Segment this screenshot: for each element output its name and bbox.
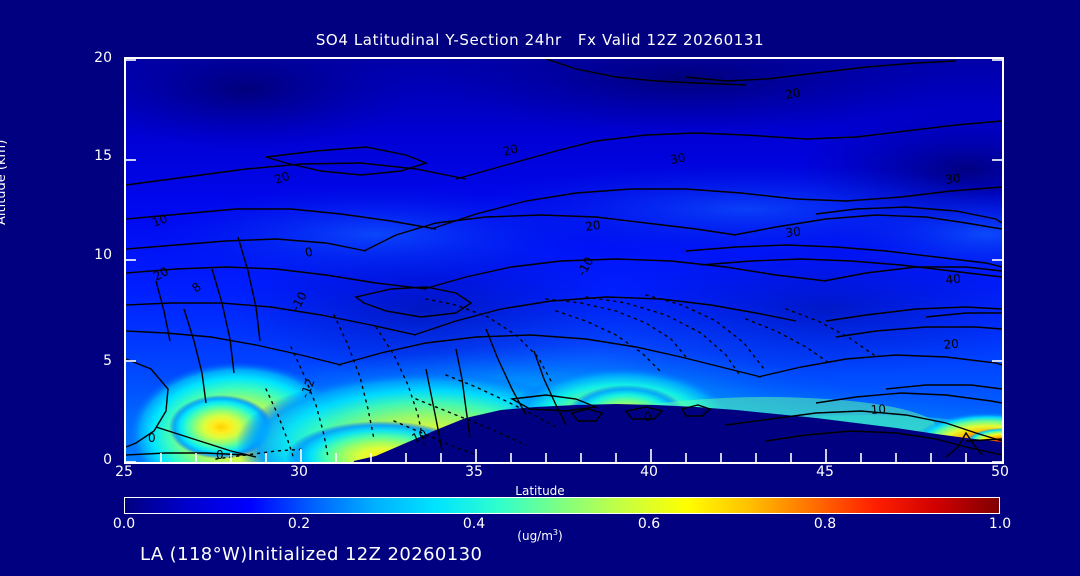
colorbar-tick-label: 0.4 (462, 516, 486, 532)
y-tick-marks (126, 59, 1002, 462)
contour-label: 10 (150, 211, 169, 229)
y-tick-label: 0 (103, 452, 112, 468)
figure-caption: LA (118°W)Initialized 12Z 20260130 (140, 544, 483, 565)
colorbar-tick-label: 0.0 (112, 516, 136, 532)
colorbar-tick-label: 1.0 (988, 516, 1012, 532)
contour-label: 10 (410, 427, 430, 446)
plot-field: 20 20 10 20 8 20 0 30 20 30 30 40 20 10 (126, 59, 1002, 462)
contour-label: 0 (148, 431, 156, 445)
colorbar (124, 497, 1000, 514)
contour-label: 0 (644, 410, 652, 424)
contour-label: 30 (785, 224, 802, 240)
colorbar-tick-label: 0.6 (637, 516, 661, 532)
contour-label: -12 (298, 377, 318, 400)
colorbar-unit-prefix: (ug/m (517, 529, 553, 543)
x-tick-label: 25 (115, 464, 133, 480)
x-tick-label: 50 (991, 464, 1009, 480)
contour-label: 20 (784, 86, 801, 102)
x-tick-marks (160, 449, 967, 462)
contour-label: 20 (501, 142, 519, 159)
contour-label: 40 (945, 271, 962, 287)
y-tick-label: 10 (94, 247, 112, 263)
colorbar-unit-suffix: ) (558, 529, 563, 543)
x-axis-label: Latitude (515, 484, 565, 498)
colorbar-tick-label: 0.2 (287, 516, 311, 532)
contour-label: 20 (151, 264, 171, 284)
cross-section-plot: 20 20 10 20 8 20 0 30 20 30 30 40 20 10 (124, 57, 1004, 464)
colorbar-tick-label: 0.8 (813, 516, 837, 532)
contour-label: 20 (584, 218, 601, 234)
contour-label: 20 (943, 336, 960, 352)
colorbar-unit-exponent: 3 (552, 528, 559, 537)
contour-label: 0 (304, 245, 314, 260)
x-tick-label: 35 (465, 464, 483, 480)
colorbar-gradient (125, 498, 999, 513)
y-tick-label: 15 (94, 148, 112, 164)
x-tick-label: 45 (816, 464, 834, 480)
contour-label: 10 (870, 402, 886, 417)
contour-label: 30 (669, 151, 686, 167)
x-tick-label: 40 (640, 464, 658, 480)
contour-lines (126, 59, 1002, 458)
x-tick-label: 30 (290, 464, 308, 480)
contour-label: 0 (216, 448, 224, 462)
contour-label: 20 (273, 169, 292, 187)
colorbar-unit-label: (ug/m3) (0, 528, 1080, 543)
y-tick-label: 5 (103, 353, 112, 369)
contour-label: 30 (944, 171, 961, 187)
terrain-mask (354, 405, 1002, 462)
y-axis-label: Altitude (km) (0, 139, 9, 225)
chart-title: SO4 Latitudinal Y-Section 24hr Fx Valid … (315, 31, 765, 49)
y-tick-label: 20 (94, 50, 112, 66)
